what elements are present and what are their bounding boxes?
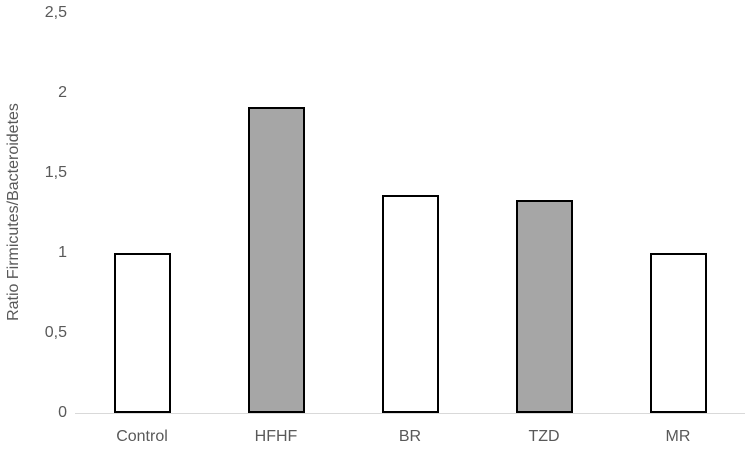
bar-tzd (515, 200, 573, 413)
y-tick-label: 0,5 (44, 324, 67, 341)
bar-br (381, 195, 439, 413)
y-tick-label: 0 (58, 404, 67, 421)
x-axis-label-tzd: TZD (528, 428, 560, 445)
x-axis-label-hfhf: HFHF (254, 428, 298, 445)
bar-control (113, 253, 171, 413)
y-tick-label: 1,5 (44, 164, 67, 181)
y-tick-label: 2,5 (44, 4, 67, 21)
x-axis-label-control: Control (116, 428, 168, 445)
x-axis-label-br: BR (398, 428, 422, 445)
y-tick-label: 1 (58, 244, 67, 261)
y-tick-label: 2 (58, 84, 67, 101)
bar-mr (649, 253, 707, 413)
bar-hfhf (247, 107, 305, 413)
plot-area (75, 13, 745, 414)
y-axis-title: Ratio Firmicutes/Bacteroidetes (5, 103, 22, 321)
x-axis-label-mr: MR (665, 428, 691, 445)
